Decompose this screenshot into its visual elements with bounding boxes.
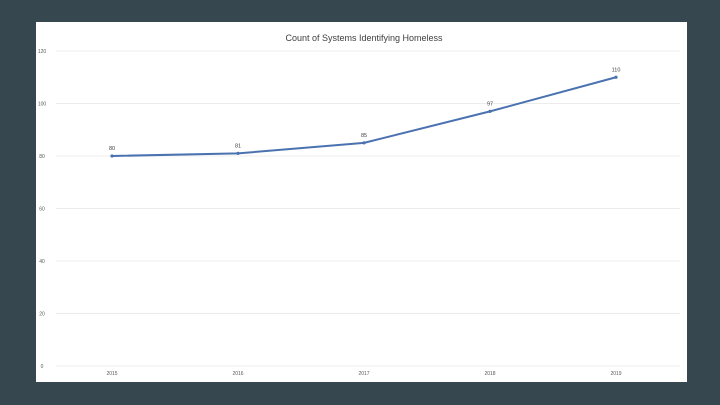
data-label: 80 — [109, 146, 115, 152]
gridlines — [56, 50, 680, 367]
x-tick-label: 2015 — [106, 371, 117, 377]
data-point — [488, 109, 492, 113]
y-tick-label: 80 — [39, 154, 45, 160]
data-point — [110, 154, 114, 158]
data-point — [362, 141, 366, 145]
data-label: 110 — [612, 67, 621, 73]
chart-panel: Count of Systems Identifying Homeless 0 2… — [36, 22, 687, 382]
y-tick-label: 0 — [41, 364, 44, 370]
x-axis-tick-labels: 2015 2016 2017 2018 2019 — [106, 371, 621, 377]
y-tick-label: 100 — [38, 102, 47, 108]
y-tick-label: 120 — [38, 49, 47, 55]
x-tick-label: 2016 — [232, 371, 243, 377]
data-point — [236, 151, 240, 155]
x-tick-label: 2018 — [484, 371, 495, 377]
x-tick-label: 2017 — [358, 371, 369, 377]
series-layer — [110, 75, 618, 158]
chart-title: Count of Systems Identifying Homeless — [285, 33, 443, 43]
data-label: 81 — [235, 143, 241, 149]
y-axis-tick-labels: 0 20 40 60 80 100 120 — [38, 49, 47, 370]
data-labels: 80 81 85 97 110 — [109, 67, 620, 152]
data-point — [614, 75, 618, 79]
line-chart: Count of Systems Identifying Homeless 0 2… — [38, 33, 680, 377]
y-tick-label: 60 — [39, 207, 45, 213]
data-label: 85 — [361, 133, 367, 139]
y-tick-label: 40 — [39, 259, 45, 265]
y-tick-label: 20 — [39, 312, 45, 318]
data-label: 97 — [487, 101, 493, 107]
x-tick-label: 2019 — [610, 371, 621, 377]
